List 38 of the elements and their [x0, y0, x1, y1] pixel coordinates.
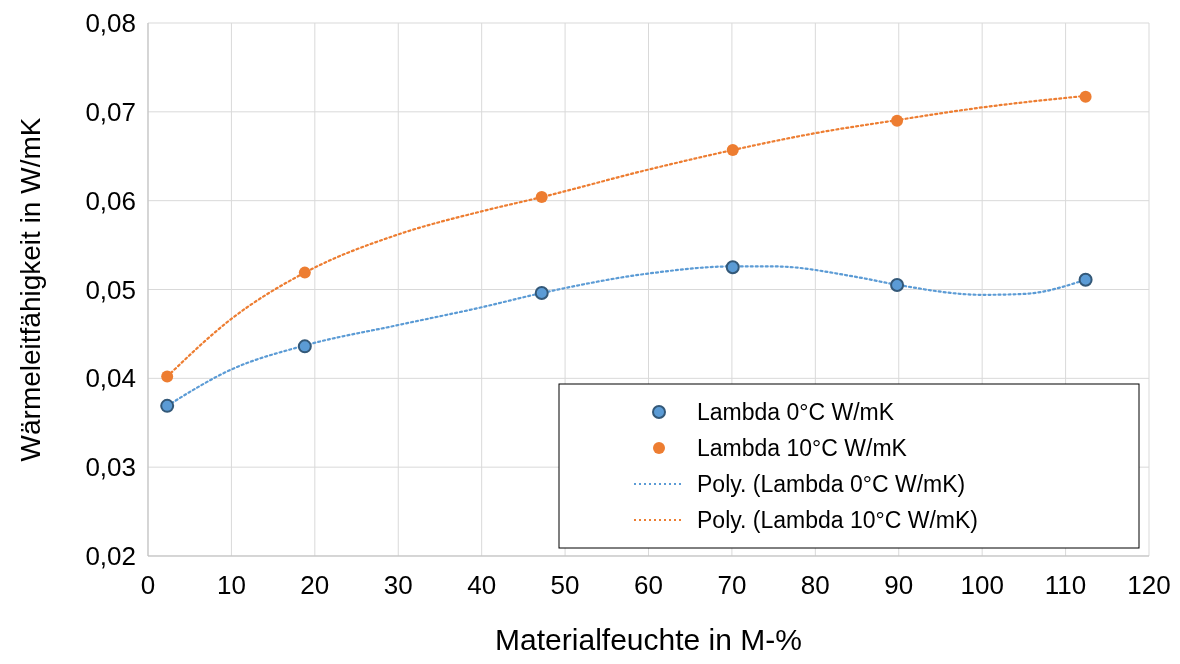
point — [891, 114, 904, 127]
point — [725, 260, 740, 275]
x-tick-label: 0 — [140, 570, 156, 600]
point — [890, 278, 905, 293]
x-tick-label: 120 — [1127, 570, 1171, 600]
x-axis-title: Materialfeuchte in M-% — [495, 623, 802, 656]
x-tick-label: 70 — [717, 570, 747, 600]
x-tick-label: 90 — [884, 570, 914, 600]
x-tick-label: 40 — [467, 570, 497, 600]
point — [160, 398, 175, 413]
x-tick-label: 50 — [550, 570, 580, 600]
point — [161, 370, 174, 383]
y-tick-label: 0,03 — [85, 452, 136, 483]
point — [726, 144, 739, 157]
legend-label: Lambda 10°C W/mK — [697, 435, 908, 462]
x-tick-label: 80 — [800, 570, 830, 600]
point — [535, 191, 548, 204]
point — [297, 339, 312, 354]
point — [534, 286, 549, 301]
legend-label: Lambda 0°C W/mK — [697, 399, 895, 426]
x-tick-label: 20 — [300, 570, 330, 600]
y-tick-label: 0,02 — [85, 541, 136, 572]
y-axis-title: Wärmeleitfähigkeit in W/mK — [15, 117, 46, 462]
y-tick-label: 0,07 — [85, 96, 136, 127]
x-tick-label: 10 — [216, 570, 246, 600]
y-tick-label: 0,05 — [85, 274, 136, 305]
x-tick-label: 100 — [960, 570, 1004, 600]
legend-label: Poly. (Lambda 0°C W/mK) — [697, 471, 966, 498]
x-tick-label: 60 — [634, 570, 663, 600]
point — [1079, 90, 1092, 103]
y-tick-label: 0,04 — [85, 363, 136, 394]
x-tick-label: 30 — [383, 570, 413, 600]
y-tick-label: 0,08 — [85, 8, 136, 39]
x-tick-label: 110 — [1044, 570, 1087, 600]
y-tick-label: 0,06 — [85, 185, 136, 216]
point — [298, 266, 311, 279]
legend-label: Poly. (Lambda 10°C W/mK) — [697, 507, 979, 534]
point — [1078, 272, 1093, 287]
